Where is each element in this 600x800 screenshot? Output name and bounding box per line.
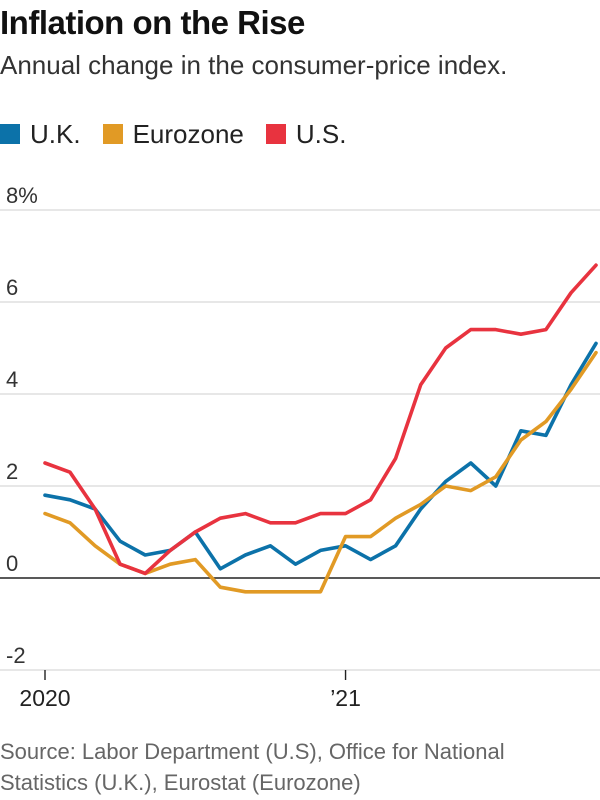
y-tick-label: -2 xyxy=(6,643,26,668)
legend-label-us: U.S. xyxy=(295,118,347,149)
series-line-uk xyxy=(43,341,598,571)
legend-label-eurozone: Eurozone xyxy=(132,118,244,149)
series-line-us xyxy=(43,263,598,576)
legend-item-eurozone: Eurozone xyxy=(102,118,244,150)
chart-subtitle: Annual change in the consumer-price inde… xyxy=(0,50,508,80)
source-note: Source: Labor Department (U.S), Office f… xyxy=(0,736,600,798)
y-tick-label: 0 xyxy=(6,551,18,576)
y-tick-label: 6 xyxy=(6,275,18,300)
line-chart: 8% 6 4 2 0 -2 2020 ’21 xyxy=(0,183,600,711)
legend-item-us: U.S. xyxy=(265,118,347,150)
y-tick-label: 2 xyxy=(6,459,18,484)
x-tick-label: 2020 xyxy=(19,685,70,711)
source-line-1: Source: Labor Department (U.S), Office f… xyxy=(0,739,505,764)
y-tick-label: 4 xyxy=(6,367,18,392)
legend-swatch-uk xyxy=(0,124,20,144)
x-tick-label: ’21 xyxy=(330,685,361,711)
legend-swatch-us xyxy=(265,124,286,144)
legend-item-uk: U.K. xyxy=(0,119,81,150)
legend-label-uk: U.K. xyxy=(30,118,81,149)
legend: U.K. Eurozone U.S. xyxy=(0,117,368,151)
series-line-eurozone xyxy=(43,350,598,594)
source-line-2: Statistics (U.K.), Eurostat (Eurozone) xyxy=(0,770,361,795)
chart-title: Inflation on the Rise xyxy=(0,4,305,41)
legend-swatch-eurozone xyxy=(102,124,123,144)
y-tick-label: 8% xyxy=(6,183,38,208)
